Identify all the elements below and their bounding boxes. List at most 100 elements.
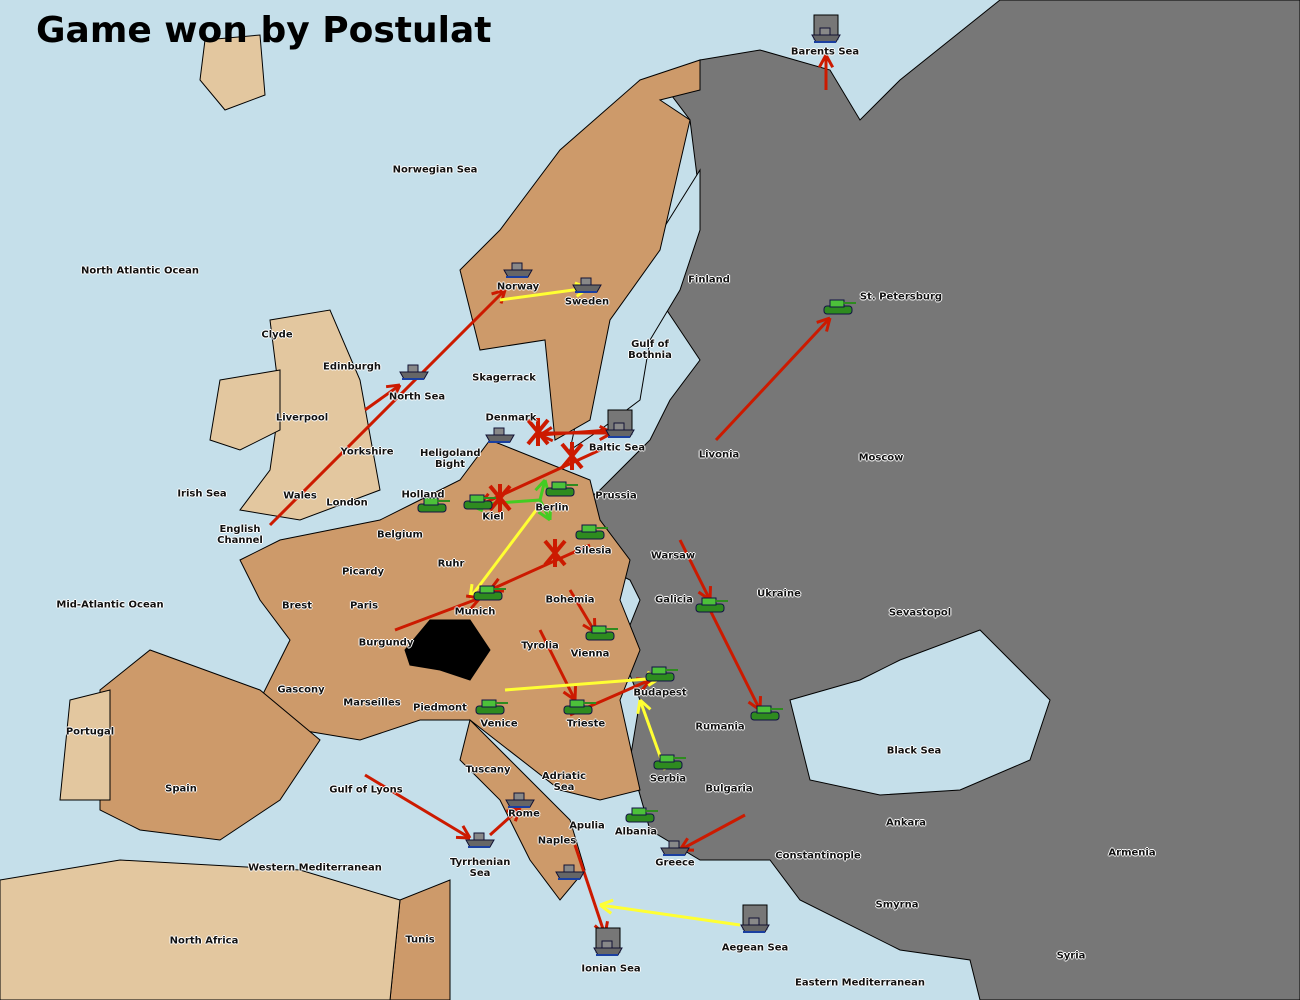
black-sea — [789, 629, 1051, 796]
region-label: Ukraine — [757, 588, 801, 600]
region-label: Bulgaria — [705, 783, 753, 795]
army-unit[interactable] — [653, 754, 686, 770]
support-arrow — [504, 676, 661, 692]
region-label: London — [326, 497, 368, 509]
region-label: Berlin — [535, 502, 569, 514]
move-arrow — [489, 543, 591, 592]
fleet-unit[interactable] — [485, 427, 515, 443]
region-label: Picardy — [341, 566, 385, 578]
region-label: Burgundy — [358, 637, 414, 649]
army-unit[interactable] — [750, 705, 783, 721]
arrowhead — [461, 825, 472, 839]
region-label: Denmark — [485, 412, 537, 424]
region-label: Albania — [614, 826, 658, 838]
move-arrow — [573, 844, 607, 936]
region-label: Trieste — [566, 718, 606, 730]
region-label: Spain — [165, 783, 197, 795]
region-label: Heligoland Bight — [420, 448, 481, 470]
move-arrow — [268, 288, 507, 527]
arrowhead — [640, 679, 652, 692]
army-unit[interactable] — [575, 524, 608, 540]
fleet-unit[interactable] — [465, 832, 495, 848]
move-arrow — [394, 596, 481, 632]
region-label: Wales — [283, 490, 317, 502]
region-label: St. Petersburg — [859, 291, 943, 303]
region-label: Budapest — [633, 687, 687, 699]
region-label: Barents Sea — [790, 46, 860, 58]
arrowhead — [817, 54, 828, 69]
eastern-land — [559, 0, 1300, 1000]
region-label: Piedmont — [413, 702, 467, 714]
region-label: Eastern Mediterranean — [795, 977, 925, 989]
fleet-unit[interactable] — [593, 927, 623, 956]
failed-order-marker-icon — [526, 418, 550, 446]
fleet-unit[interactable] — [660, 840, 690, 856]
fleet-unit[interactable] — [503, 262, 533, 278]
fleet-unit[interactable] — [555, 864, 585, 880]
fleet-unit[interactable] — [605, 409, 635, 438]
region-label: Rumania — [695, 721, 745, 733]
army-unit[interactable] — [463, 494, 496, 510]
region-label: Paris — [349, 600, 379, 612]
move-arrow — [714, 316, 832, 442]
region-label: Adriatic Sea — [541, 771, 587, 793]
iceland — [199, 34, 266, 111]
fleet-unit[interactable] — [505, 792, 535, 808]
region-label: Armenia — [1108, 847, 1156, 859]
fleet-unit[interactable] — [740, 904, 770, 933]
region-label: North Atlantic Ocean — [80, 265, 200, 277]
arrowhead — [392, 384, 402, 399]
army-unit[interactable] — [823, 299, 856, 315]
arrowhead — [537, 510, 551, 522]
region-label: Mid-Atlantic Ocean — [56, 599, 164, 611]
region-label: Aegean Sea — [721, 942, 789, 954]
region-label: Western Mediterranean — [248, 862, 382, 874]
failed-order-marker-icon — [543, 539, 567, 567]
army-unit[interactable] — [695, 597, 728, 613]
region-label: Ankara — [886, 817, 926, 829]
army-unit[interactable] — [475, 699, 508, 715]
fleet-unit[interactable] — [399, 364, 429, 380]
move-arrow — [538, 629, 577, 701]
army-unit[interactable] — [625, 807, 658, 823]
spain — [99, 649, 321, 841]
region-label: Sweden — [564, 296, 610, 308]
move-arrow — [678, 539, 712, 601]
arrowhead — [385, 383, 401, 389]
region-label: Sevastopol — [888, 607, 952, 619]
failed-order-marker-icon — [560, 442, 584, 470]
region-label: Naples — [537, 835, 577, 847]
arrowhead — [825, 317, 832, 332]
army-unit[interactable] — [645, 666, 678, 682]
move-arrow — [568, 589, 597, 633]
army-unit[interactable] — [585, 625, 618, 641]
region-label: North Africa — [169, 935, 239, 947]
fleet-unit[interactable] — [572, 277, 602, 293]
army-unit[interactable] — [563, 699, 596, 715]
region-label: Skagerrack — [472, 372, 536, 384]
arrowhead — [639, 698, 652, 711]
army-unit[interactable] — [417, 497, 450, 513]
region-label: Munich — [454, 606, 496, 618]
region-label: Holland — [401, 489, 445, 501]
region-label: Brest — [281, 600, 313, 612]
region-label: Yorkshire — [340, 446, 394, 458]
region-label: Kiel — [482, 511, 504, 523]
move-arrow — [364, 773, 471, 840]
convoy-arrow — [538, 499, 552, 521]
arrowhead — [506, 806, 521, 813]
fleet-unit[interactable] — [811, 14, 841, 43]
region-label: Gulf of Bothnia — [628, 339, 672, 361]
switzerland — [404, 619, 491, 681]
region-label: Tuscany — [465, 764, 511, 776]
region-label: Silesia — [574, 545, 612, 557]
gulf-of-bothnia — [569, 168, 701, 452]
region-label: Livonia — [698, 449, 740, 461]
support-arrow — [499, 286, 589, 302]
army-unit[interactable] — [473, 585, 506, 601]
region-label: Gascony — [277, 684, 325, 696]
region-label: North Sea — [388, 391, 446, 403]
region-label: Tyrrhenian Sea — [450, 857, 511, 879]
army-unit[interactable] — [545, 481, 578, 497]
